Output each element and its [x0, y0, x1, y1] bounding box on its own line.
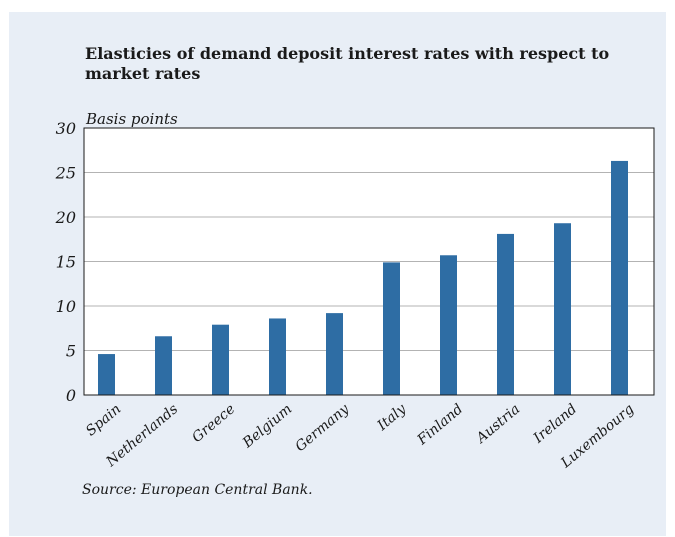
x-tick-label: Finland — [414, 401, 466, 449]
bar-luxembourg — [611, 160, 628, 395]
x-tick-label: Italy — [374, 400, 410, 434]
y-tick-label: 20 — [55, 208, 76, 227]
y-tick-label: 25 — [55, 164, 76, 183]
x-tick-label: Spain — [83, 401, 124, 439]
bar-greece — [212, 324, 229, 395]
x-tick-label: Greece — [189, 401, 238, 446]
bar-ireland — [554, 223, 571, 395]
bar-spain — [98, 354, 115, 395]
y-tick-label: 15 — [56, 253, 76, 272]
plot-frame — [83, 127, 655, 396]
x-tick-label: Belgium — [239, 401, 295, 452]
y-tick-labels: 0 5 10 15 20 25 30 — [55, 119, 76, 405]
x-tick-label: Austria — [472, 401, 523, 448]
x-tick-label: Germany — [292, 400, 353, 455]
bar-germany — [326, 313, 343, 395]
bar-italy — [383, 262, 400, 395]
bars — [98, 160, 628, 395]
y-axis-label: Basis points — [85, 110, 178, 128]
source-note: Source: European Central Bank. — [82, 482, 313, 498]
bar-austria — [497, 233, 514, 395]
y-tick-label: 10 — [56, 297, 76, 316]
chart-title: Elasticies of demand deposit interest ra… — [85, 44, 610, 83]
bar-netherlands — [155, 336, 172, 395]
y-tick-label: 30 — [56, 119, 76, 138]
bar-belgium — [269, 318, 286, 395]
y-tick-label: 5 — [66, 342, 76, 361]
bar-finland — [440, 255, 457, 395]
x-tick-label: Ireland — [530, 401, 580, 447]
y-tick-label: 0 — [66, 386, 76, 405]
